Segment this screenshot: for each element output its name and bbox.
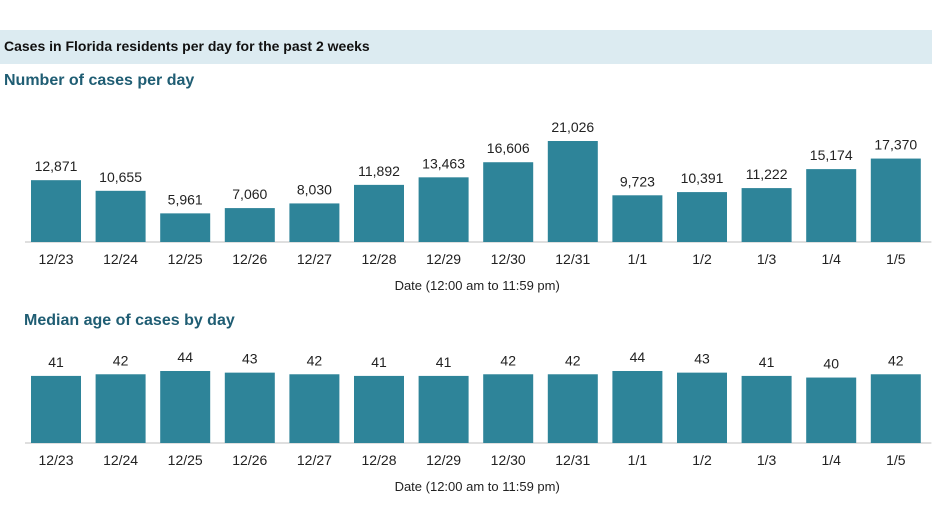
bar-12-25 — [160, 213, 211, 242]
x-tick-label: 12/28 — [361, 452, 396, 468]
x-tick-label: 12/29 — [426, 452, 461, 468]
bar-1-4 — [806, 377, 857, 443]
cases-chart-title: Number of cases per day — [4, 72, 195, 89]
x-tick-label: 12/27 — [297, 251, 332, 267]
data-label: 41 — [759, 354, 775, 370]
x-tick-label: 1/3 — [757, 251, 777, 267]
bar-1-3 — [741, 188, 792, 242]
bar-12-25 — [160, 371, 211, 443]
data-label: 44 — [630, 349, 646, 365]
x-axis-title: Date (12:00 am to 11:59 pm) — [395, 278, 560, 293]
x-tick-label: 1/4 — [821, 251, 841, 267]
data-label: 42 — [565, 352, 581, 368]
x-tick-label: 12/25 — [168, 452, 203, 468]
x-axis-title: Date (12:00 am to 11:59 pm) — [395, 479, 560, 494]
x-tick-label: 1/1 — [628, 251, 648, 267]
x-tick-label: 12/24 — [103, 251, 138, 267]
x-tick-label: 1/1 — [628, 452, 648, 468]
data-label: 8,030 — [297, 181, 332, 197]
data-label: 43 — [242, 351, 258, 367]
data-label: 42 — [113, 352, 129, 368]
x-tick-label: 12/25 — [168, 251, 203, 267]
bar-12-26 — [224, 372, 275, 443]
data-label: 42 — [307, 352, 323, 368]
data-label: 41 — [371, 354, 387, 370]
data-label: 10,655 — [99, 169, 142, 185]
x-tick-label: 1/2 — [692, 452, 712, 468]
data-label: 12,871 — [35, 158, 78, 174]
bar-1-2 — [677, 372, 727, 443]
data-label: 13,463 — [422, 155, 465, 171]
data-label: 41 — [48, 354, 64, 370]
bar-12-31 — [547, 141, 598, 242]
data-label: 42 — [500, 352, 516, 368]
x-tick-label: 12/30 — [491, 251, 526, 267]
header-band — [0, 30, 932, 64]
bar-12-30 — [483, 162, 534, 242]
bar-12-29 — [418, 177, 469, 242]
data-label: 21,026 — [551, 119, 594, 135]
x-tick-label: 12/29 — [426, 251, 461, 267]
x-tick-label: 12/26 — [232, 452, 267, 468]
bar-1-2 — [677, 192, 727, 242]
data-label: 5,961 — [168, 191, 203, 207]
bar-12-27 — [289, 203, 340, 242]
x-tick-label: 12/24 — [103, 452, 138, 468]
page-title: Cases in Florida residents per day for t… — [4, 38, 370, 54]
x-tick-label: 12/28 — [361, 251, 396, 267]
x-tick-label: 1/4 — [821, 452, 841, 468]
data-label: 16,606 — [487, 140, 530, 156]
data-label: 7,060 — [232, 186, 267, 202]
bar-1-4 — [806, 169, 857, 242]
bar-1-1 — [612, 371, 663, 443]
bar-12-26 — [224, 208, 275, 242]
x-tick-label: 12/31 — [555, 251, 590, 267]
x-tick-label: 1/5 — [886, 251, 906, 267]
x-tick-label: 1/3 — [757, 452, 777, 468]
bar-12-30 — [483, 374, 534, 443]
bar-12-29 — [418, 375, 469, 443]
bar-12-28 — [354, 375, 404, 443]
median-age-chart-title: Median age of cases by day — [24, 312, 235, 329]
x-tick-label: 12/23 — [38, 251, 73, 267]
data-label: 15,174 — [810, 147, 853, 163]
data-label: 40 — [823, 356, 839, 372]
bar-12-24 — [95, 190, 146, 242]
data-label: 11,892 — [358, 163, 400, 179]
data-label: 42 — [888, 352, 904, 368]
median-age-chart: 41 12/23 42 12/24 44 12/25 43 12/26 42 12/27 41 12/… — [25, 349, 932, 494]
data-label: 44 — [177, 349, 193, 365]
x-tick-label: 12/27 — [297, 452, 332, 468]
data-label: 10,391 — [681, 170, 724, 186]
bar-1-5 — [870, 158, 921, 242]
data-label: 43 — [694, 351, 710, 367]
bar-12-28 — [354, 184, 404, 242]
data-label: 41 — [436, 354, 452, 370]
x-tick-label: 12/30 — [491, 452, 526, 468]
cases-per-day-chart: 12,871 12/23 10,655 12/24 5,961 12/25 7,060 12/… — [25, 119, 932, 293]
bar-1-3 — [741, 375, 792, 443]
data-label: 17,370 — [874, 137, 917, 153]
x-tick-label: 1/5 — [886, 452, 906, 468]
x-tick-label: 12/23 — [38, 452, 73, 468]
x-tick-label: 12/31 — [555, 452, 590, 468]
data-label: 9,723 — [620, 173, 655, 189]
bar-1-5 — [870, 374, 921, 443]
bar-12-31 — [547, 374, 598, 443]
bar-12-27 — [289, 374, 340, 443]
bar-12-23 — [31, 375, 81, 443]
x-tick-label: 1/2 — [692, 251, 712, 267]
data-label: 11,222 — [746, 166, 788, 182]
bar-12-23 — [31, 180, 81, 242]
bar-12-24 — [95, 374, 146, 443]
x-tick-label: 12/26 — [232, 251, 267, 267]
bar-1-1 — [612, 195, 663, 242]
